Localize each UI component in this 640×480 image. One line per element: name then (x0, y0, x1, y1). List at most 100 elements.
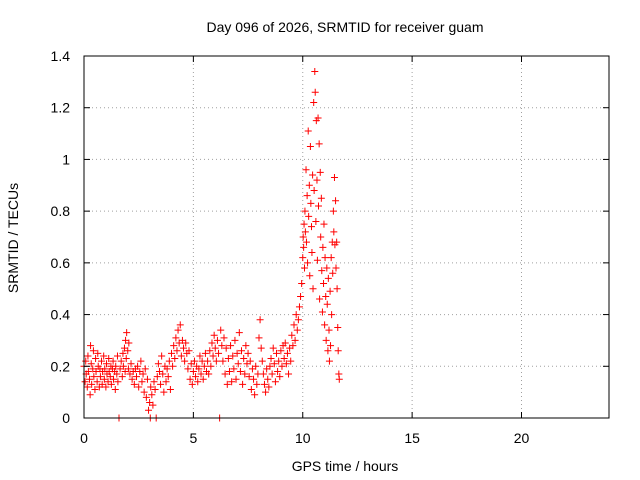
data-point (102, 383, 110, 391)
data-point (174, 326, 182, 334)
data-point (246, 357, 254, 365)
data-point (317, 194, 325, 202)
data-point (94, 349, 102, 357)
data-point (195, 365, 203, 373)
data-point (300, 220, 308, 228)
data-series-srmtid (80, 68, 343, 422)
data-point (194, 378, 202, 386)
data-point (260, 380, 268, 388)
data-point (215, 349, 223, 357)
data-point (154, 360, 162, 368)
data-point (92, 367, 100, 375)
y-axis-label: SRMTID / TECUs (5, 183, 21, 293)
data-point (269, 344, 277, 352)
data-point (201, 349, 209, 357)
data-point (225, 367, 233, 375)
data-point (140, 388, 148, 396)
data-point (230, 365, 238, 373)
data-point (113, 352, 121, 360)
data-point (304, 259, 312, 267)
data-point (329, 269, 337, 277)
data-point (316, 168, 324, 176)
data-point (281, 339, 289, 347)
chart-title: Day 096 of 2026, SRMTID for receiver gua… (206, 19, 483, 35)
data-point (282, 360, 290, 368)
data-point (98, 380, 106, 388)
data-point (205, 370, 213, 378)
data-point (181, 357, 189, 365)
data-point (302, 238, 310, 246)
data-point (253, 380, 261, 388)
data-point (242, 342, 250, 350)
data-point (204, 357, 212, 365)
data-point (223, 380, 231, 388)
data-point (208, 339, 216, 347)
data-point (324, 347, 332, 355)
data-point (122, 355, 130, 363)
data-point (332, 264, 340, 272)
data-point (234, 360, 242, 368)
data-point (125, 339, 133, 347)
data-point (255, 334, 263, 342)
data-point (325, 326, 333, 334)
data-point (164, 373, 172, 381)
data-point (165, 357, 173, 365)
data-point (275, 357, 283, 365)
data-point (240, 355, 248, 363)
grid-lines (84, 56, 609, 418)
data-point (322, 292, 330, 300)
data-point (329, 207, 337, 215)
data-point (312, 217, 320, 225)
x-tick-label: 5 (189, 430, 197, 446)
data-point (231, 336, 239, 344)
y-tick-label: 0 (62, 410, 70, 426)
data-point (303, 192, 311, 200)
data-point (299, 254, 307, 262)
data-point (119, 362, 127, 370)
data-point (171, 355, 179, 363)
data-point (170, 342, 178, 350)
data-point (224, 355, 232, 363)
data-point (304, 127, 312, 135)
data-point (151, 386, 159, 394)
data-point (218, 342, 226, 350)
data-point (315, 140, 323, 148)
data-point (229, 352, 237, 360)
data-point (89, 347, 97, 355)
data-point (184, 365, 192, 373)
data-point (301, 264, 308, 272)
data-point (315, 202, 322, 210)
data-point (100, 375, 108, 383)
data-point (190, 357, 198, 365)
data-point (244, 349, 252, 357)
data-point (266, 362, 274, 370)
data-point (168, 349, 175, 357)
data-point (111, 386, 119, 394)
data-point (291, 336, 299, 344)
data-point (90, 373, 98, 381)
data-point (119, 349, 127, 357)
data-point (314, 114, 322, 122)
x-axis-tick-labels: 0 5 10 15 20 (80, 430, 529, 446)
data-point (117, 357, 125, 365)
data-point (143, 375, 151, 383)
data-point (101, 365, 109, 373)
data-point (88, 380, 96, 388)
data-point (118, 373, 126, 381)
data-point (295, 303, 303, 311)
data-point (256, 316, 264, 324)
data-point (259, 370, 267, 378)
data-point (180, 344, 188, 352)
y-tick-label: 0.2 (51, 358, 71, 374)
data-point (321, 254, 329, 262)
data-point (301, 228, 309, 236)
data-point (158, 352, 166, 360)
data-point (221, 370, 229, 378)
data-point (270, 360, 278, 368)
data-point (128, 375, 136, 383)
data-point (250, 375, 258, 383)
data-point (310, 186, 318, 194)
y-tick-label: 0.4 (51, 307, 71, 323)
data-point (142, 393, 150, 401)
data-point (134, 362, 142, 370)
